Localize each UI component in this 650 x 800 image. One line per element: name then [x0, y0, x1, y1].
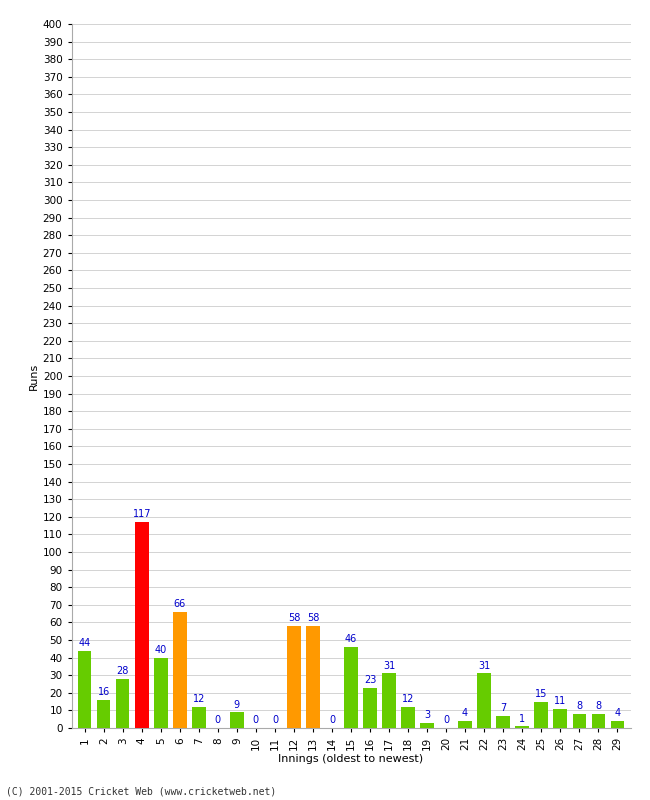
Y-axis label: Runs: Runs [29, 362, 38, 390]
Bar [192, 707, 205, 728]
Text: 0: 0 [253, 715, 259, 726]
Text: 9: 9 [234, 699, 240, 710]
Bar [402, 707, 415, 728]
Text: 66: 66 [174, 599, 186, 610]
Bar [173, 612, 187, 728]
Bar [573, 714, 586, 728]
Bar [515, 726, 529, 728]
Text: 12: 12 [192, 694, 205, 704]
Bar [116, 678, 129, 728]
Text: 28: 28 [116, 666, 129, 676]
Bar [382, 674, 396, 728]
Text: 16: 16 [98, 687, 110, 698]
Text: 0: 0 [443, 715, 449, 726]
Text: 12: 12 [402, 694, 414, 704]
Text: 3: 3 [424, 710, 430, 720]
Text: (C) 2001-2015 Cricket Web (www.cricketweb.net): (C) 2001-2015 Cricket Web (www.cricketwe… [6, 786, 277, 796]
Text: 8: 8 [576, 702, 582, 711]
Text: 0: 0 [215, 715, 221, 726]
Bar [97, 700, 110, 728]
Bar [363, 687, 376, 728]
Text: 0: 0 [329, 715, 335, 726]
Text: 58: 58 [307, 614, 319, 623]
Bar [478, 674, 491, 728]
Bar [306, 626, 320, 728]
Text: 1: 1 [519, 714, 525, 724]
Bar [287, 626, 300, 728]
Text: 31: 31 [478, 661, 490, 670]
Text: 7: 7 [500, 703, 506, 713]
Text: 11: 11 [554, 696, 566, 706]
Text: 58: 58 [288, 614, 300, 623]
Bar [78, 650, 92, 728]
Text: 40: 40 [155, 645, 167, 655]
Bar [554, 709, 567, 728]
Bar [344, 647, 358, 728]
Text: 31: 31 [383, 661, 395, 670]
Bar [135, 522, 148, 728]
Text: 44: 44 [79, 638, 91, 648]
Bar [497, 716, 510, 728]
Bar [458, 721, 472, 728]
X-axis label: Innings (oldest to newest): Innings (oldest to newest) [278, 754, 424, 765]
Text: 8: 8 [595, 702, 601, 711]
Text: 4: 4 [614, 708, 620, 718]
Text: 117: 117 [133, 510, 151, 519]
Text: 15: 15 [535, 689, 547, 699]
Bar [421, 722, 434, 728]
Bar [592, 714, 605, 728]
Bar [230, 712, 244, 728]
Text: 4: 4 [462, 708, 468, 718]
Bar [534, 702, 548, 728]
Text: 0: 0 [272, 715, 278, 726]
Text: 23: 23 [364, 675, 376, 685]
Text: 46: 46 [345, 634, 357, 645]
Bar [610, 721, 624, 728]
Bar [154, 658, 168, 728]
